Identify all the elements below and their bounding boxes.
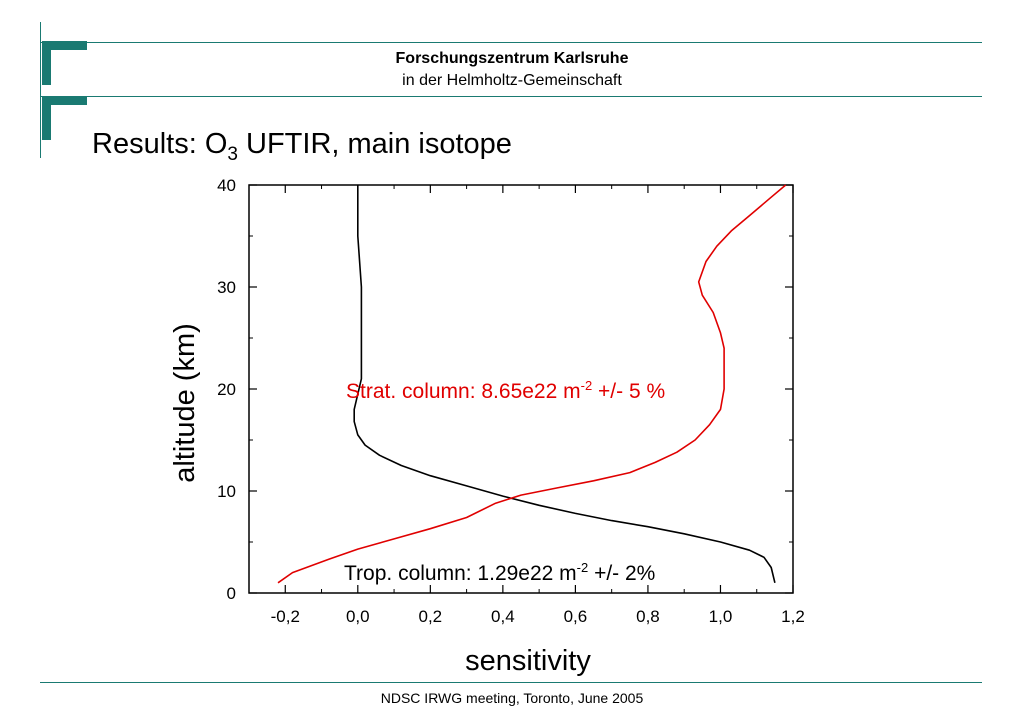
series-layer	[277, 184, 787, 584]
slide-title-subscript: 3	[227, 143, 238, 165]
strat-annotation-sup: -2	[581, 378, 593, 393]
y-tick-label: 40	[217, 176, 236, 195]
logo-bar-bottom-horizontal	[42, 96, 87, 105]
y-tick-label: 30	[217, 278, 236, 297]
y-tick-label: 10	[217, 482, 236, 501]
header-organization: Forschungszentrum Karlsruhe	[395, 50, 629, 67]
footer-rule	[40, 682, 982, 683]
slide-title-prefix: Results: O	[92, 128, 228, 160]
strat-annotation-text: Strat. column: 8.65e22 m	[346, 380, 581, 403]
x-tick-label: 0,2	[419, 607, 443, 626]
x-tick-label: 0,6	[564, 607, 588, 626]
slide-title-suffix: UFTIR, main isotope	[237, 128, 512, 160]
footer-text: NDSC IRWG meeting, Toronto, June 2005	[380, 690, 644, 706]
trop-annotation-sup: -2	[577, 560, 589, 575]
x-tick-label: 0,0	[346, 607, 370, 626]
header-subtitle: in der Helmholtz-Gemeinschaft	[402, 72, 622, 89]
trop-column-annotation: Trop. column: 1.29e22 m-2 +/- 2%	[344, 560, 655, 585]
trop-annotation-text: Trop. column: 1.29e22 m	[344, 562, 577, 585]
x-tick-label: 0,4	[491, 607, 515, 626]
x-axis-label: sensitivity	[465, 645, 591, 677]
header-top-rule	[40, 42, 982, 43]
x-tick-label: -0,2	[271, 607, 300, 626]
strat-column-annotation: Strat. column: 8.65e22 m-2 +/- 5 %	[346, 378, 665, 403]
strat-annotation-tail: +/- 5 %	[592, 380, 665, 403]
y-axis-ticks: 0 10 20 30 40	[217, 176, 793, 603]
x-tick-label: 1,0	[709, 607, 733, 626]
logo-bar-top-horizontal	[42, 41, 87, 50]
y-tick-label: 0	[227, 584, 236, 603]
trop-annotation-tail: +/- 2%	[588, 562, 655, 585]
logo-bar-bottom-vertical	[42, 96, 51, 140]
x-tick-label: 0,8	[636, 607, 660, 626]
series-line-trop-column	[353, 185, 776, 583]
logo-vertical-rule	[40, 22, 41, 158]
x-tick-label: 1,2	[781, 607, 805, 626]
y-axis-label: altitude (km)	[169, 323, 201, 483]
series-line-strat-column	[277, 184, 787, 584]
logo-bar-top-vertical	[42, 41, 51, 85]
y-tick-label: 20	[217, 380, 236, 399]
x-axis-ticks: -0,2 0,0 0,2 0,4 0,6 0,8 1,0 1,2	[271, 185, 805, 626]
slide-title: Results: O3 UFTIR, main isotope	[92, 128, 512, 166]
header-bottom-rule	[40, 96, 982, 97]
